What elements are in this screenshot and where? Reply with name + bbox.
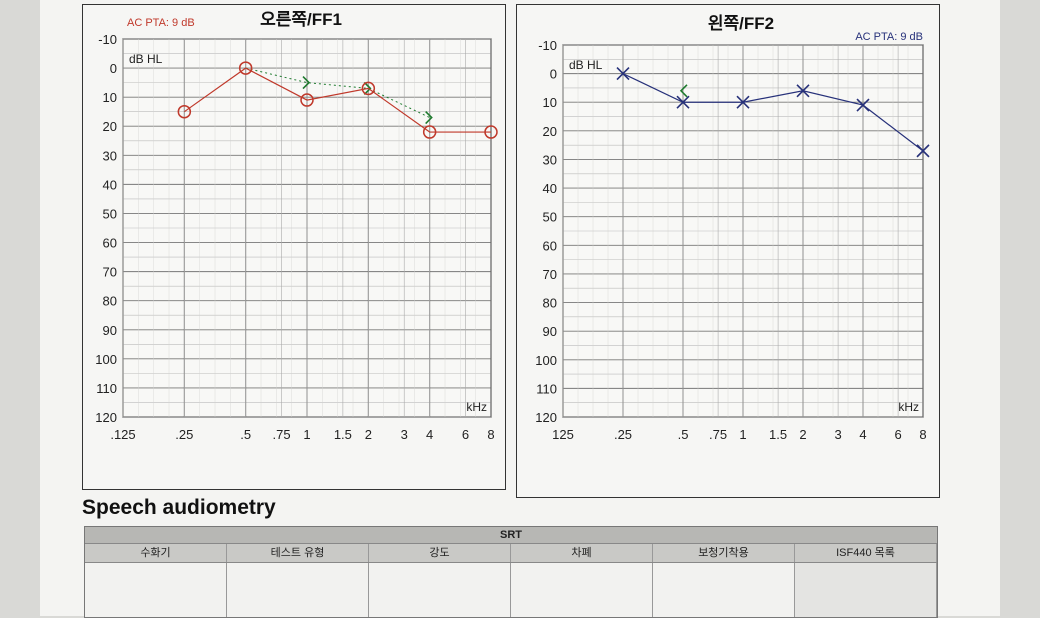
audiogram-left-chart: 왼쪽/FF2 AC PTA: 9 dB -10 0 10 20 30 40 50 60 70 80 90… — [535, 14, 930, 442]
srt-col-intensity[interactable]: 강도 — [369, 544, 511, 562]
audiogram-right-chart: 오른쪽/FF1 AC PTA: 9 dB -10 0 10 20 30 40 50 60 70 80 9… — [95, 10, 498, 442]
pta-label: AC PTA: 9 dB — [855, 31, 923, 43]
air-conduction-marker — [616, 67, 630, 81]
srt-cell[interactable] — [369, 563, 511, 617]
air-conduction-marker — [676, 95, 690, 109]
y-tick-label: 60 — [543, 238, 557, 253]
x-tick-label: 2 — [799, 427, 806, 442]
x-tick-label: 1.5 — [334, 427, 352, 442]
y-tick-label: 20 — [543, 124, 557, 139]
table-row — [85, 563, 937, 617]
x-tick-label: 2 — [365, 427, 372, 442]
air-conduction-marker — [484, 125, 498, 139]
x-tick-label: 125 — [552, 427, 574, 442]
x-tick-label: 8 — [487, 427, 494, 442]
y-tick-label: 40 — [543, 181, 557, 196]
x-tick-label: .5 — [678, 427, 689, 442]
audiogram-title: 왼쪽/FF2 — [708, 14, 774, 33]
x-axis-label: kHz — [898, 400, 919, 414]
y-axis-label: dB HL — [129, 52, 163, 66]
srt-col-masking[interactable]: 차폐 — [511, 544, 653, 562]
audiogram-right-panel: 오른쪽/FF1 AC PTA: 9 dB -10 0 10 20 30 40 50 60 70 80 9… — [82, 4, 506, 490]
pta-label: AC PTA: 9 dB — [127, 17, 195, 29]
x-tick-label: 1.5 — [769, 427, 787, 442]
y-tick-label: 30 — [543, 152, 557, 167]
x-tick-label: .25 — [175, 427, 193, 442]
x-axis-label: kHz — [466, 400, 487, 414]
x-tick-label: 1 — [303, 427, 310, 442]
audiogram-title: 오른쪽/FF1 — [260, 10, 342, 29]
air-conduction-marker — [238, 61, 253, 75]
x-tick-label: 8 — [919, 427, 926, 442]
y-tick-label: 30 — [103, 148, 117, 163]
srt-cell[interactable] — [653, 563, 795, 617]
x-tick-label: .75 — [709, 427, 727, 442]
y-tick-label: -10 — [538, 38, 557, 53]
air-conduction-line — [622, 73, 924, 152]
y-tick-label: 110 — [536, 381, 557, 396]
srt-cell[interactable] — [85, 563, 227, 617]
srt-column-headers: 수화기 테스트 유형 강도 차폐 보청기착용 ISF440 목록 — [85, 543, 937, 563]
srt-cell[interactable] — [511, 563, 653, 617]
y-tick-label: 70 — [543, 267, 557, 282]
audiogram-left-panel: 왼쪽/FF2 AC PTA: 9 dB -10 0 10 20 30 40 50 60 70 80 90… — [516, 4, 940, 498]
air-conduction-marker — [796, 84, 810, 98]
y-tick-label: 80 — [103, 294, 117, 309]
x-tick-label: .125 — [110, 427, 135, 442]
srt-cell[interactable] — [227, 563, 369, 617]
y-tick-label: 0 — [110, 61, 117, 76]
x-tick-label: 3 — [834, 427, 841, 442]
bone-conduction-marker — [302, 76, 311, 90]
srt-col-isf-list[interactable]: ISF440 목록 — [795, 544, 937, 562]
x-tick-label: 3 — [401, 427, 408, 442]
air-conduction-marker — [856, 98, 870, 112]
y-tick-label: 100 — [95, 352, 117, 367]
y-tick-label: 120 — [95, 410, 117, 425]
air-conduction-marker — [361, 81, 376, 96]
y-tick-label: 10 — [543, 95, 557, 110]
y-tick-label: 90 — [543, 324, 557, 339]
bone-conduction-marker — [679, 84, 688, 98]
x-tick-label: 1 — [739, 427, 746, 442]
srt-band-header: SRT — [85, 527, 937, 543]
air-conduction-marker — [300, 93, 314, 107]
y-tick-label: 70 — [103, 265, 117, 280]
x-tick-label: 6 — [894, 427, 901, 442]
y-tick-label: 0 — [550, 67, 557, 82]
air-conduction-marker — [422, 125, 437, 139]
y-axis-label: dB HL — [569, 58, 603, 72]
air-conduction-marker — [736, 95, 750, 109]
x-tick-label: 4 — [426, 427, 433, 442]
bone-conduction-marker — [363, 81, 372, 95]
y-tick-label: 40 — [103, 177, 117, 192]
air-conduction-line — [183, 67, 491, 133]
air-conduction-marker — [916, 144, 930, 158]
speech-audiometry-title: Speech audiometry — [82, 496, 276, 519]
srt-col-test-type[interactable]: 테스트 유형 — [227, 544, 369, 562]
x-tick-label: .25 — [614, 427, 632, 442]
y-tick-label: 50 — [543, 210, 557, 225]
bone-conduction-marker — [425, 110, 433, 125]
y-tick-label: 120 — [535, 410, 557, 425]
srt-col-receiver[interactable]: 수화기 — [85, 544, 227, 562]
air-conduction-marker — [177, 104, 192, 119]
srt-cell — [795, 563, 937, 617]
y-tick-label: -10 — [98, 32, 117, 47]
x-tick-label: 4 — [859, 427, 866, 442]
y-tick-label: 100 — [535, 353, 557, 368]
srt-table: SRT 수화기 테스트 유형 강도 차폐 보청기착용 ISF440 목록 — [84, 526, 938, 618]
y-tick-label: 110 — [96, 381, 117, 396]
y-tick-label: 60 — [103, 236, 117, 251]
y-tick-label: 90 — [103, 323, 117, 338]
bone-conduction-line — [245, 67, 430, 118]
x-tick-label: .75 — [273, 427, 291, 442]
x-tick-label: 6 — [462, 427, 469, 442]
y-tick-label: 80 — [543, 296, 557, 311]
y-tick-label: 10 — [103, 90, 117, 105]
y-tick-label: 20 — [103, 119, 117, 134]
x-tick-label: .5 — [240, 427, 251, 442]
y-tick-label: 50 — [103, 206, 117, 221]
srt-col-hearing-aid[interactable]: 보청기착용 — [653, 544, 795, 562]
